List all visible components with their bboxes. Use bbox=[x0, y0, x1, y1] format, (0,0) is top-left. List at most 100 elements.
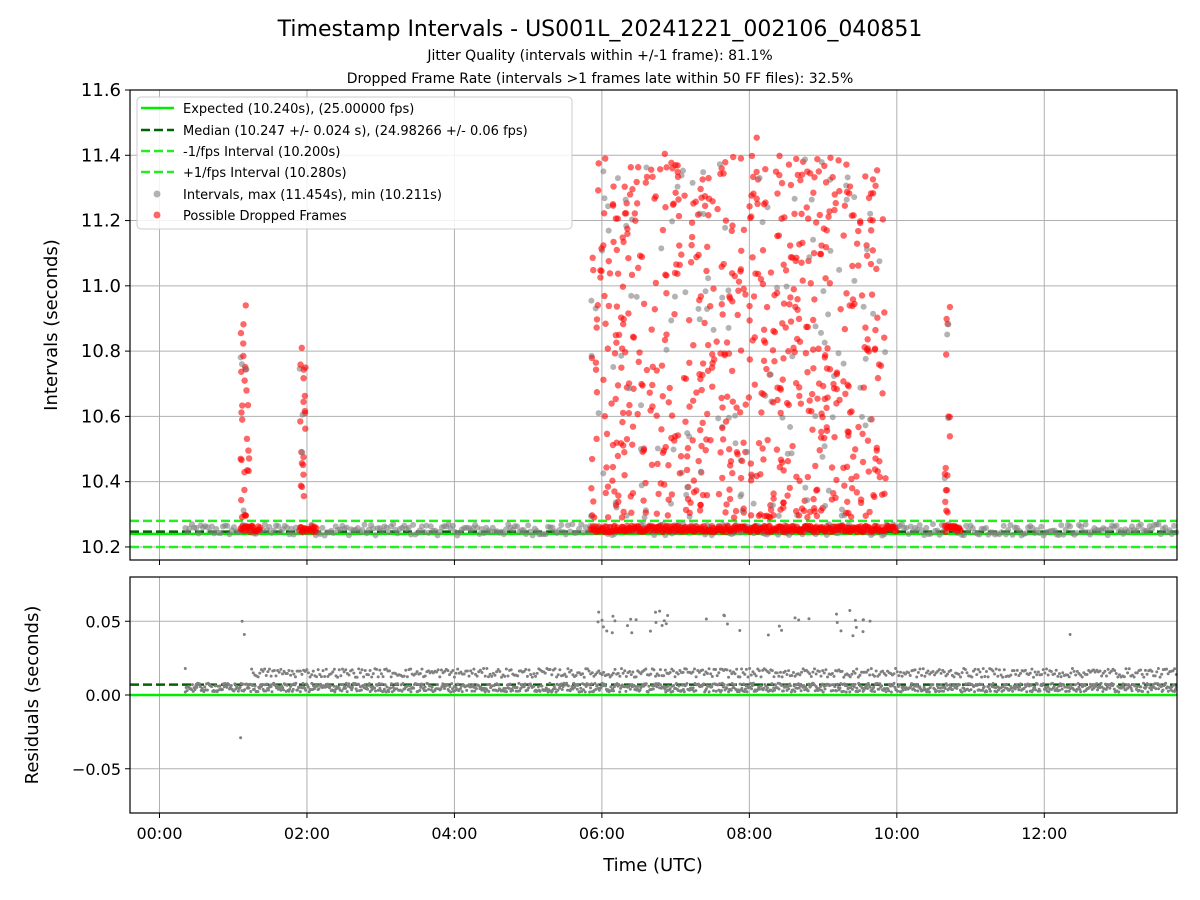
dropped-frame-point bbox=[753, 168, 760, 176]
residual-point bbox=[373, 686, 377, 690]
dropped-frame-point bbox=[844, 381, 851, 389]
dropped-frame-point bbox=[881, 490, 888, 497]
residual-point bbox=[1059, 675, 1063, 679]
dropped-frame-point bbox=[658, 426, 665, 433]
dropped-frame-point bbox=[946, 433, 954, 440]
interval-point bbox=[407, 531, 414, 538]
dropped-frame-point bbox=[676, 242, 683, 249]
residual-point bbox=[611, 614, 615, 618]
residual-point bbox=[210, 685, 214, 689]
residual-point bbox=[957, 683, 961, 687]
residuals-y-tick-label: 0.00 bbox=[85, 686, 121, 705]
interval-point bbox=[934, 527, 941, 534]
dropped-frame-point bbox=[836, 187, 843, 195]
interval-point bbox=[767, 371, 774, 378]
residual-point bbox=[792, 684, 796, 688]
interval-point bbox=[1080, 528, 1087, 535]
residual-point bbox=[621, 671, 625, 675]
residual-point bbox=[1028, 671, 1032, 675]
residual-point bbox=[1126, 671, 1130, 675]
residual-point bbox=[751, 670, 755, 674]
intervals-plot: 10.210.410.610.811.011.211.411.6 Interva… bbox=[41, 80, 1180, 565]
residual-point bbox=[813, 689, 817, 693]
residual-point bbox=[895, 670, 899, 674]
residual-point bbox=[937, 689, 941, 693]
residual-point bbox=[718, 682, 722, 686]
residual-point bbox=[1171, 669, 1175, 673]
residual-point bbox=[566, 667, 570, 671]
dropped-frame-point bbox=[728, 367, 736, 375]
interval-point bbox=[243, 366, 250, 373]
residual-point bbox=[826, 675, 830, 679]
interval-point bbox=[1016, 527, 1023, 534]
residual-point bbox=[957, 672, 961, 676]
dropped-frame-point bbox=[685, 316, 693, 324]
dropped-frame-point bbox=[663, 289, 670, 297]
dropped-frame-point bbox=[807, 280, 814, 287]
residual-point bbox=[715, 674, 719, 678]
residual-point bbox=[409, 667, 413, 671]
interval-point bbox=[217, 530, 224, 537]
dropped-frame-point bbox=[782, 267, 790, 274]
interval-point bbox=[825, 311, 832, 318]
dropped-frame-point bbox=[592, 366, 600, 373]
residual-point bbox=[1073, 683, 1077, 687]
dropped-frame-point bbox=[721, 352, 728, 359]
residual-point bbox=[710, 685, 714, 689]
residual-point bbox=[529, 673, 533, 677]
residual-point bbox=[931, 670, 935, 674]
dropped-frame-point bbox=[695, 457, 702, 465]
interval-point bbox=[684, 430, 691, 437]
residual-point bbox=[654, 610, 658, 614]
dropped-frame-point bbox=[812, 462, 819, 470]
residual-point bbox=[408, 684, 412, 688]
residual-point bbox=[751, 681, 755, 685]
dropped-frame-point bbox=[690, 341, 697, 349]
residual-point bbox=[762, 686, 766, 690]
dropped-frame-point bbox=[730, 514, 738, 521]
interval-point bbox=[224, 522, 231, 529]
dropped-frame-point bbox=[771, 328, 779, 336]
dropped-frame-point bbox=[300, 374, 307, 382]
interval-point bbox=[1155, 521, 1162, 528]
dropped-frame-point bbox=[809, 346, 817, 353]
dropped-frame-point bbox=[617, 314, 625, 321]
dropped-frame-point bbox=[719, 311, 726, 318]
interval-point bbox=[983, 524, 990, 531]
residual-point bbox=[1124, 667, 1128, 671]
residual-point bbox=[722, 683, 726, 687]
residual-point bbox=[576, 683, 580, 687]
residual-point bbox=[478, 668, 482, 672]
dropped-frame-point bbox=[798, 505, 806, 512]
residual-point bbox=[496, 668, 500, 672]
dropped-frame-point bbox=[760, 456, 767, 463]
residual-point bbox=[1094, 684, 1098, 688]
residual-point bbox=[430, 685, 434, 689]
dropped-frame-point bbox=[746, 302, 753, 310]
residual-point bbox=[344, 681, 348, 685]
dropped-frame-point bbox=[727, 458, 735, 465]
dropped-frame-point bbox=[601, 292, 608, 300]
residual-point bbox=[618, 674, 622, 678]
dropped-frame-point bbox=[681, 192, 688, 199]
interval-point bbox=[859, 413, 866, 420]
dropped-frame-point bbox=[606, 270, 614, 277]
residual-point bbox=[287, 668, 291, 672]
residual-point bbox=[797, 618, 801, 622]
dropped-frame-point bbox=[794, 306, 801, 313]
dropped-frame-point bbox=[705, 212, 712, 219]
residual-point bbox=[938, 686, 942, 690]
residual-point bbox=[848, 690, 852, 694]
residual-point bbox=[308, 675, 312, 679]
dropped-frame-point bbox=[611, 350, 619, 357]
dropped-frame-point bbox=[618, 364, 625, 371]
residual-point bbox=[272, 668, 276, 672]
residual-point bbox=[1113, 669, 1117, 673]
residual-point bbox=[469, 669, 473, 673]
interval-point bbox=[851, 277, 858, 284]
residual-point bbox=[817, 669, 821, 673]
residual-point bbox=[1023, 668, 1027, 672]
residual-point bbox=[328, 684, 332, 688]
residual-point bbox=[996, 688, 1000, 692]
residual-point bbox=[555, 675, 559, 679]
